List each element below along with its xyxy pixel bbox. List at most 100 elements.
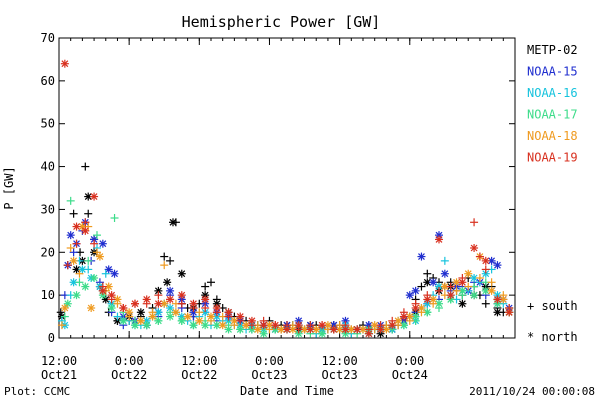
legend: METP-02 NOAA-15 NOAA-16 NOAA-17 NOAA-18 NOAA-…: [527, 43, 578, 165]
south-point: [69, 248, 78, 257]
legend-entry: NOAA-16: [527, 86, 578, 100]
x-axis: 12:00Oct210:00Oct2212:00Oct220:00Oct2312…: [41, 38, 516, 382]
north-point: [411, 312, 420, 321]
north-point: [104, 265, 113, 274]
north-point: [464, 269, 473, 278]
marker-key-entry: + south: [527, 299, 578, 313]
legend-entry: NOAA-17: [527, 108, 578, 122]
x-tick-time: 12:00: [322, 354, 358, 368]
south-point: [63, 261, 72, 270]
south-point: [207, 278, 215, 287]
north-point: [81, 226, 90, 235]
south-point: [435, 286, 443, 295]
y-tick-label: 50: [41, 117, 55, 131]
south-point: [66, 244, 75, 252]
south-point: [201, 304, 210, 312]
north-point: [142, 321, 151, 330]
chart-title: Hemispheric Power [GW]: [182, 13, 381, 31]
north-point: [481, 269, 490, 278]
north-point: [487, 256, 496, 265]
south-point: [81, 218, 90, 227]
north-point: [189, 321, 198, 330]
marker-legend: + south * north: [527, 299, 578, 344]
legend-entry: METP-02: [527, 43, 578, 57]
north-point: [177, 291, 186, 300]
south-point: [93, 231, 101, 240]
north-point: [131, 321, 139, 330]
north-point: [458, 278, 467, 287]
south-point: [446, 282, 455, 291]
north-point: [236, 325, 245, 334]
north-point: [171, 308, 180, 317]
north-point: [201, 321, 210, 330]
south-point: [84, 209, 93, 218]
north-point: [224, 325, 233, 334]
south-point: [423, 269, 432, 278]
north-point: [113, 295, 122, 304]
north-point: [429, 278, 438, 287]
x-tick-time: 12:00: [41, 354, 77, 368]
south-point: [57, 321, 66, 330]
north-point: [481, 256, 490, 265]
north-point: [131, 299, 139, 308]
north-point: [493, 308, 502, 317]
x-tick-date: Oct22: [181, 368, 217, 382]
y-tick-label: 20: [41, 245, 55, 259]
y-tick-label: 70: [41, 31, 55, 45]
north-point: [183, 312, 192, 321]
north-point: [429, 295, 438, 304]
north-point: [277, 325, 286, 334]
north-point: [154, 299, 163, 308]
north-point: [66, 231, 75, 240]
south-point: [440, 256, 449, 265]
north-point: [195, 316, 204, 325]
north-point: [169, 218, 177, 227]
x-tick-time: 0:00: [255, 354, 284, 368]
north-point: [376, 325, 385, 334]
north-point: [119, 304, 128, 312]
north-point: [166, 286, 175, 295]
x-tick-date: Oct22: [111, 368, 147, 382]
north-point: [78, 265, 87, 274]
x-tick-date: Oct23: [322, 368, 358, 382]
x-tick-date: Oct23: [251, 368, 287, 382]
south-point: [90, 239, 99, 248]
y-axis-label: P [GW]: [2, 166, 16, 209]
north-point: [63, 299, 72, 308]
north-point: [271, 321, 280, 330]
south-point: [75, 278, 84, 287]
north-point: [107, 304, 116, 312]
north-point: [72, 291, 81, 300]
north-point: [136, 308, 145, 317]
north-point: [72, 265, 81, 274]
north-point: [259, 321, 268, 330]
footer-source: Plot: CCMC: [4, 385, 70, 398]
north-point: [364, 329, 373, 338]
north-point: [98, 239, 107, 248]
north-point: [318, 329, 327, 338]
north-point: [341, 325, 350, 334]
north-point: [236, 312, 245, 321]
north-point: [411, 286, 420, 295]
north-point: [125, 308, 134, 317]
south-point: [160, 261, 169, 270]
south-point: [81, 162, 90, 171]
north-point: [493, 295, 502, 304]
north-point: [423, 295, 432, 304]
north-point: [154, 316, 163, 325]
south-point: [113, 312, 122, 321]
data-points: [56, 59, 514, 338]
south-point: [481, 265, 490, 274]
y-tick-label: 10: [41, 288, 55, 302]
south-point: [475, 274, 484, 282]
y-tick-label: 0: [48, 331, 55, 345]
north-point: [107, 291, 116, 300]
x-tick-date: Oct24: [392, 368, 428, 382]
south-point: [60, 312, 69, 321]
north-point: [98, 286, 107, 295]
marker-key-entry: * north: [527, 330, 578, 344]
north-point: [259, 329, 268, 338]
north-point: [294, 321, 303, 330]
y-tick-label: 60: [41, 74, 55, 88]
north-point: [242, 321, 251, 330]
